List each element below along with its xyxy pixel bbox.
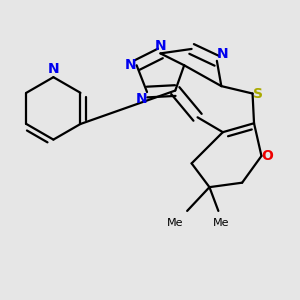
Text: O: O (262, 149, 273, 163)
Text: Me: Me (167, 218, 184, 228)
Text: Me: Me (213, 218, 230, 228)
Text: N: N (154, 39, 166, 53)
Text: N: N (135, 92, 147, 106)
Text: N: N (217, 47, 229, 61)
Text: S: S (253, 86, 262, 100)
Text: N: N (125, 58, 136, 72)
Text: N: N (48, 62, 59, 76)
